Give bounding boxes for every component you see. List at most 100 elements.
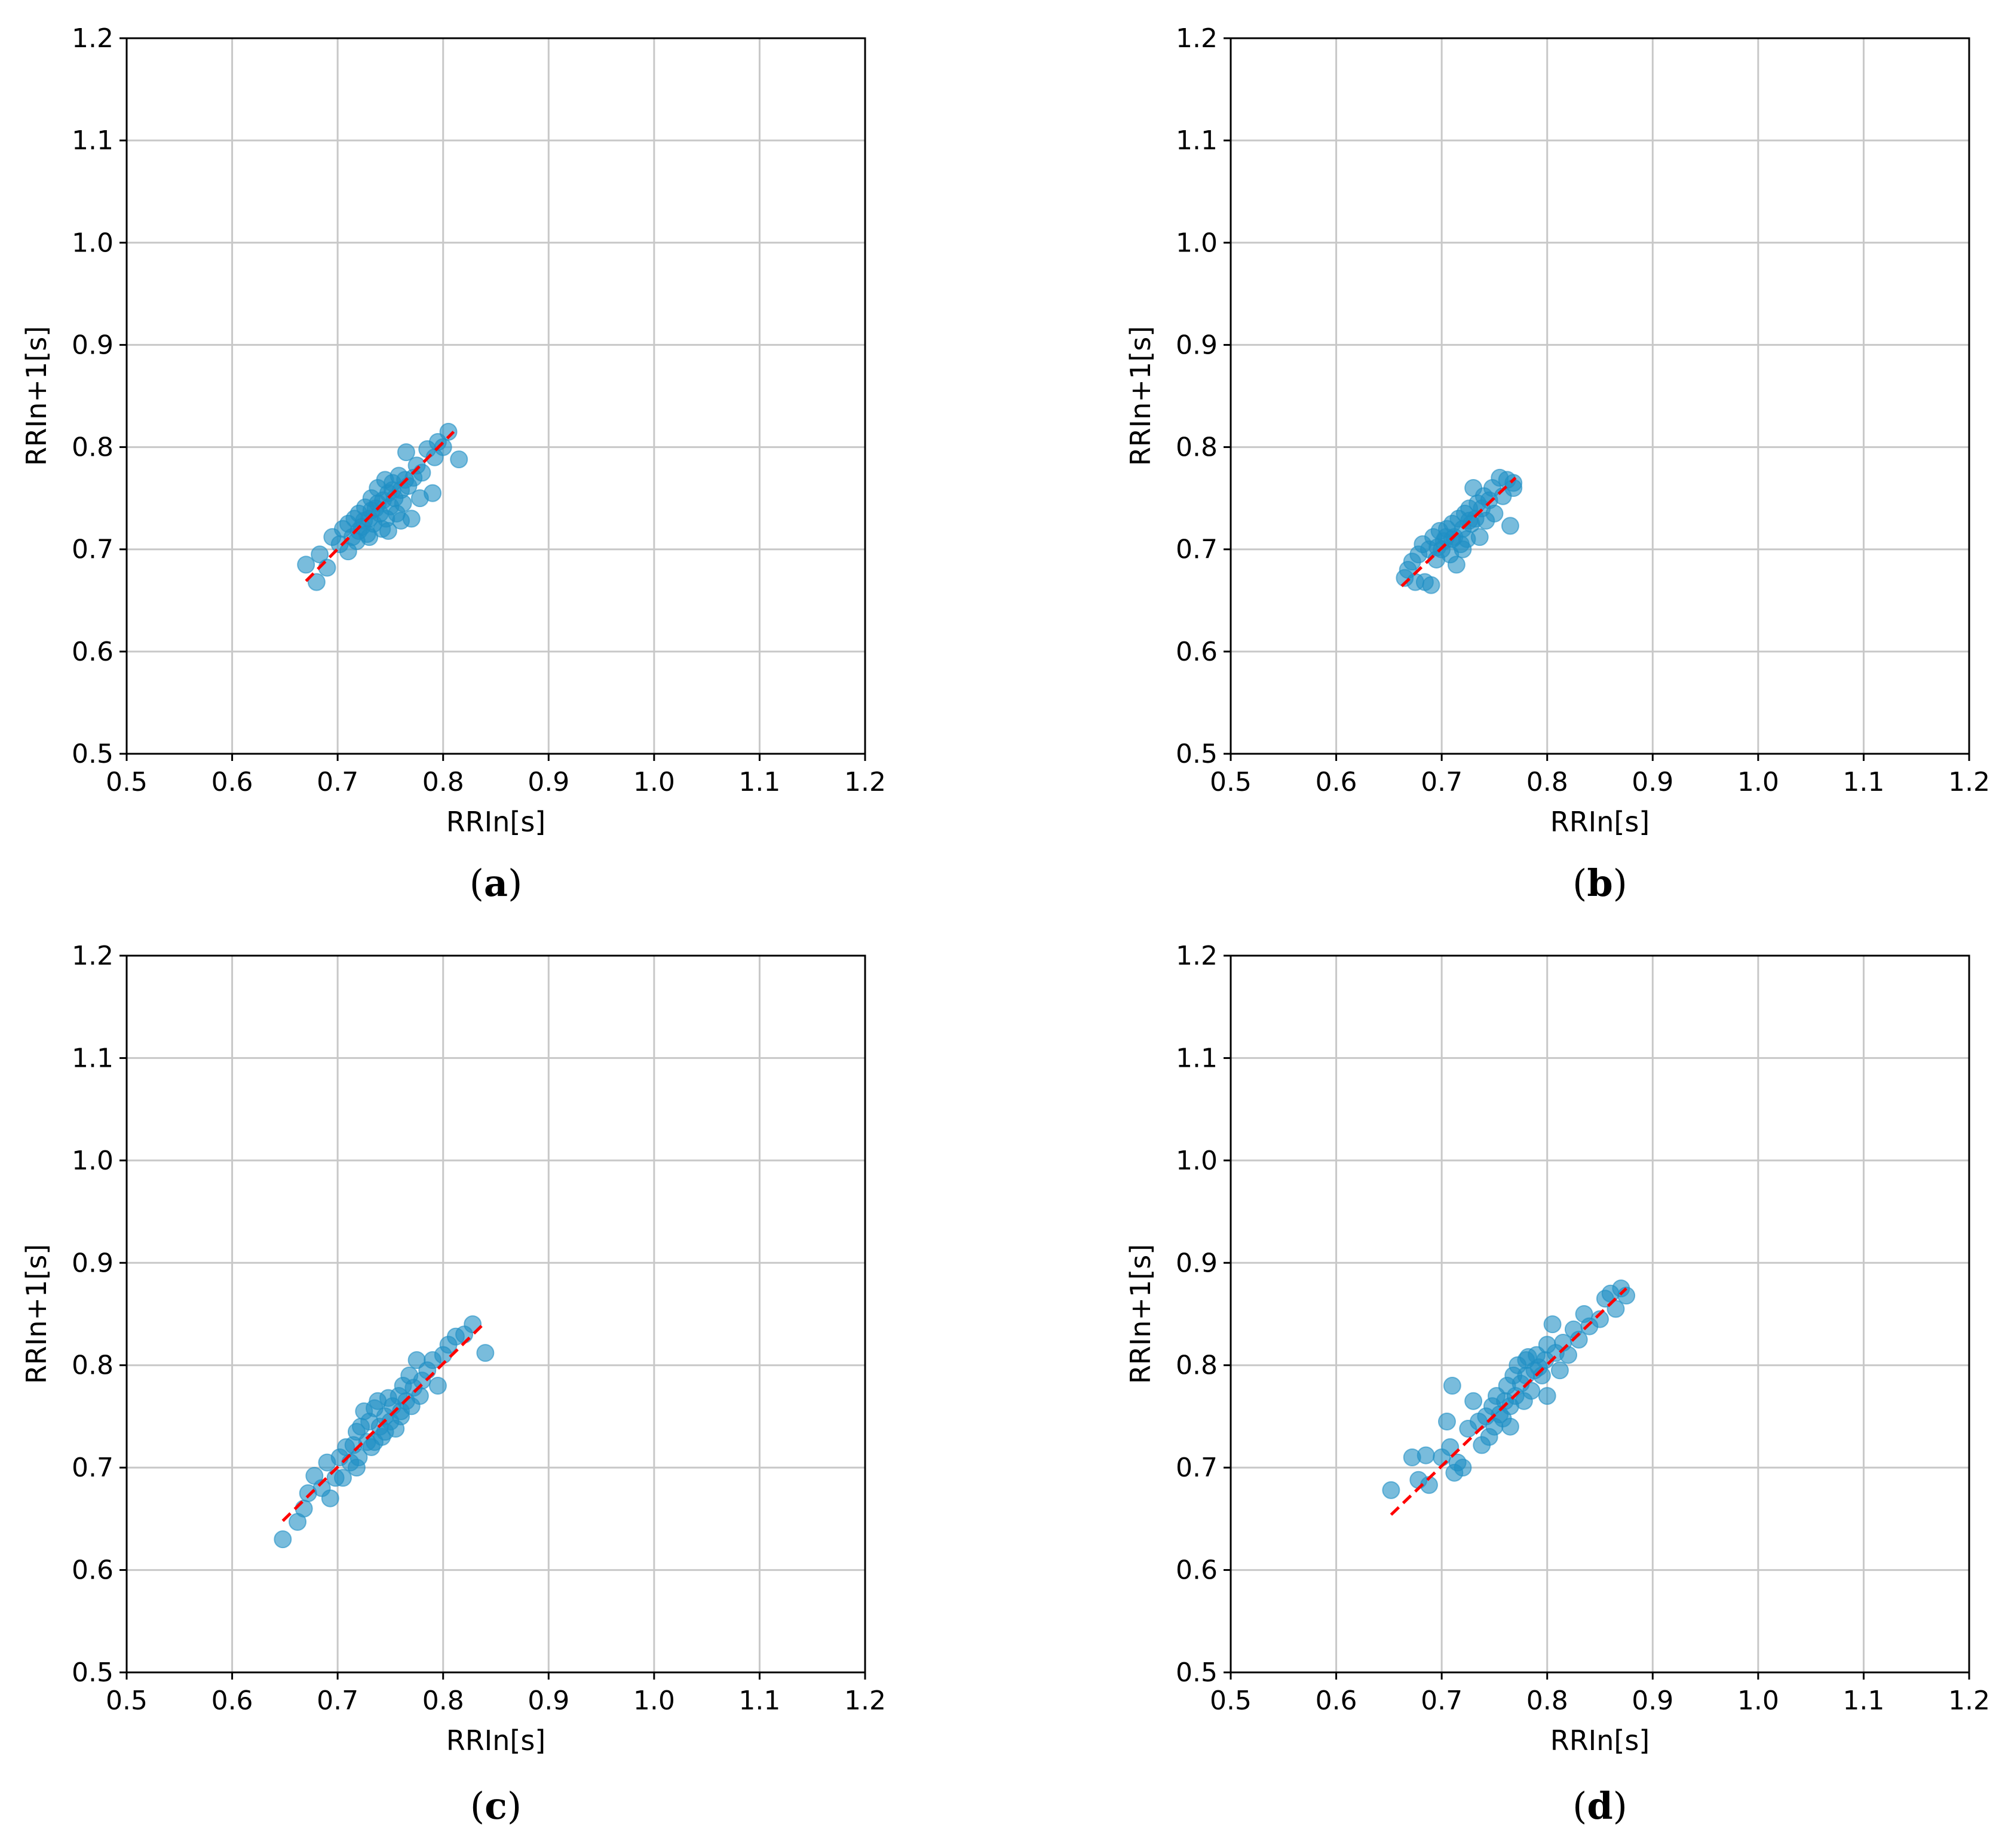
x-tick-label: 0.7	[317, 1686, 358, 1716]
panel-caption: (c)	[470, 1784, 522, 1828]
y-axis-label: RRIn+1[s]	[20, 326, 53, 466]
x-tick-label: 0.8	[422, 1686, 464, 1716]
y-axis-label: RRIn+1[s]	[1124, 1244, 1157, 1384]
y-tick-label: 0.8	[72, 1350, 114, 1381]
panel-caption: (d)	[1572, 1784, 1627, 1828]
x-tick-label: 0.5	[1210, 1686, 1252, 1716]
y-tick-label: 0.9	[1176, 330, 1218, 360]
data-point	[1559, 1346, 1578, 1364]
y-tick-label: 0.7	[72, 535, 114, 565]
data-point	[1454, 1459, 1472, 1477]
data-point	[413, 463, 431, 482]
x-tick-label: 0.9	[528, 767, 569, 797]
data-point	[1543, 1315, 1562, 1334]
y-tick-label: 0.6	[1176, 1555, 1218, 1586]
data-point	[333, 1469, 352, 1487]
x-tick-label: 1.0	[1737, 1686, 1779, 1716]
x-tick-label: 0.9	[1632, 1686, 1673, 1716]
y-tick-label: 0.8	[1176, 1350, 1218, 1381]
y-tick-label: 0.5	[72, 739, 114, 769]
y-tick-label: 1.2	[72, 23, 114, 54]
y-tick-label: 0.6	[72, 637, 114, 667]
data-point	[307, 573, 326, 591]
data-point	[1501, 1417, 1519, 1436]
data-point	[383, 481, 401, 499]
data-point	[1569, 1330, 1588, 1349]
y-tick-label: 0.9	[1176, 1248, 1218, 1278]
x-tick-label: 0.6	[1316, 1686, 1357, 1716]
data-point	[439, 422, 458, 441]
data-point	[1529, 1358, 1548, 1377]
data-point	[347, 1459, 366, 1477]
data-point	[1464, 1392, 1483, 1410]
data-point	[1522, 1382, 1541, 1400]
data-point	[1454, 540, 1472, 558]
x-tick-label: 0.7	[1421, 1686, 1463, 1716]
fit-line	[1400, 477, 1517, 588]
plot-frame	[1230, 37, 1970, 755]
x-axis-label: RRIn[s]	[1550, 806, 1650, 838]
data-point	[295, 1499, 313, 1518]
data-point	[362, 501, 381, 520]
scatter-panel-d: 0.5 0.6 0.7 0.8 0.9 1.0 1.1 1.2 0.5 0.6 0.7 0.8 0.9 1…	[1124, 941, 1990, 1828]
data-point	[1417, 1446, 1435, 1465]
x-tick-label: 0.6	[1316, 767, 1357, 797]
data-point	[297, 555, 315, 574]
y-tick-label: 1.1	[1176, 1043, 1218, 1073]
x-tick-label: 0.8	[1526, 767, 1568, 797]
data-point	[397, 443, 415, 462]
x-tick-label: 0.8	[422, 767, 464, 797]
scatter-panel-b: 0.5 0.6 0.7 0.8 0.9 1.0 1.1 1.2 0.5 0.6 0.7 0.8 0.9 1…	[1124, 23, 1990, 905]
y-tick-label: 1.0	[1176, 228, 1218, 258]
y-tick-label: 0.6	[72, 1555, 114, 1586]
x-tick-label: 0.5	[1210, 767, 1252, 797]
y-tick-label: 1.0	[1176, 1146, 1218, 1176]
fit-line	[281, 1321, 487, 1522]
x-tick-label: 1.0	[1737, 767, 1779, 797]
x-tick-label: 1.2	[1948, 1686, 1990, 1716]
y-tick-label: 1.1	[72, 125, 114, 156]
x-tick-label: 0.5	[106, 767, 148, 797]
data-point	[1447, 555, 1466, 574]
data-point	[379, 521, 397, 540]
data-point	[1422, 576, 1440, 594]
x-tick-label: 0.8	[1526, 1686, 1568, 1716]
x-tick-label: 0.9	[528, 1686, 569, 1716]
data-point	[1501, 517, 1519, 535]
x-tick-label: 1.0	[633, 767, 675, 797]
y-tick-label: 0.5	[1176, 739, 1218, 769]
x-tick-label: 1.1	[1842, 767, 1884, 797]
y-tick-label: 0.7	[72, 1453, 114, 1483]
y-tick-label: 1.1	[72, 1043, 114, 1073]
x-tick-label: 1.1	[1842, 1686, 1884, 1716]
data-point	[1382, 1481, 1400, 1499]
x-axis-label: RRIn[s]	[446, 1724, 546, 1757]
x-tick-label: 1.2	[844, 1686, 886, 1716]
data-point	[274, 1530, 292, 1549]
y-tick-label: 0.8	[72, 432, 114, 463]
panel-caption: (b)	[1572, 861, 1627, 905]
data-point	[394, 494, 412, 512]
y-tick-label: 1.2	[1176, 941, 1218, 971]
y-tick-label: 1.1	[1176, 125, 1218, 156]
data-point	[1485, 504, 1504, 523]
y-tick-label: 1.2	[1176, 23, 1218, 54]
x-tick-label: 0.9	[1632, 767, 1673, 797]
panel-caption: (a)	[470, 861, 523, 905]
data-point	[1504, 479, 1523, 498]
x-tick-label: 1.1	[738, 1686, 780, 1716]
fit-line	[305, 431, 455, 582]
plot-frame	[1230, 954, 1970, 1674]
x-tick-label: 1.0	[633, 1686, 675, 1716]
x-tick-label: 1.1	[738, 767, 780, 797]
y-tick-label: 0.9	[72, 1248, 114, 1278]
plot-frame	[125, 954, 866, 1674]
y-axis-label: RRIn+1[s]	[20, 1244, 53, 1384]
y-tick-label: 0.6	[1176, 637, 1218, 667]
data-point	[1437, 1413, 1456, 1430]
data-point	[347, 532, 366, 551]
data-point	[1443, 1377, 1461, 1395]
data-point	[450, 450, 468, 469]
y-tick-label: 1.0	[72, 228, 114, 258]
